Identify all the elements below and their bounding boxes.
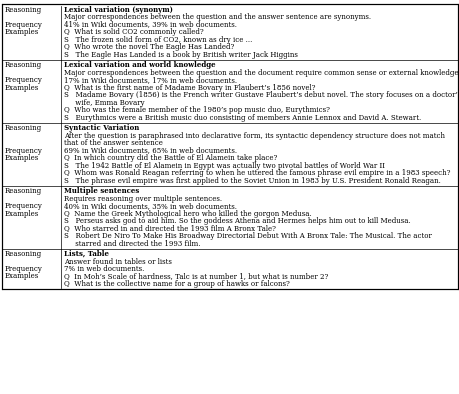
Text: S   The frozen solid form of CO2, known as dry ice ...: S The frozen solid form of CO2, known as… [64,35,252,43]
Text: Frequency: Frequency [4,76,42,84]
Text: Requires reasoning over multiple sentences.: Requires reasoning over multiple sentenc… [64,195,222,203]
Text: Frequency: Frequency [4,20,42,28]
Text: 40% in Wiki documents, 35% in web documents.: 40% in Wiki documents, 35% in web docume… [64,202,237,210]
Text: Multiple sentences: Multiple sentences [64,187,139,195]
Text: Examples: Examples [4,84,39,91]
Text: Frequency: Frequency [4,202,42,210]
Text: Reasoning: Reasoning [4,250,41,258]
Text: Major correspondences between the question and the document require common sense: Major correspondences between the questi… [64,69,459,76]
Text: Reasoning: Reasoning [4,124,41,132]
Text: After the question is paraphrased into declarative form, its syntactic dependenc: After the question is paraphrased into d… [64,132,444,139]
Text: Q  What is the first name of Madame Bovary in Flaubert’s 1856 novel?: Q What is the first name of Madame Bovar… [64,84,315,91]
Text: Frequency: Frequency [4,147,42,154]
Bar [2,4,457,289]
Text: S   The Eagle Has Landed is a book by British writer Jack Higgins: S The Eagle Has Landed is a book by Brit… [64,50,297,58]
Text: S   The 1942 Battle of El Alamein in Egypt was actually two pivotal battles of W: S The 1942 Battle of El Alamein in Egypt… [64,162,384,169]
Text: Lexical variation (synonym): Lexical variation (synonym) [64,6,173,13]
Text: Answer found in tables or lists: Answer found in tables or lists [64,258,172,266]
Text: Examples: Examples [4,154,39,162]
Text: Reasoning: Reasoning [4,187,41,195]
Text: S   Madame Bovary (1856) is the French writer Gustave Flaubert’s debut novel. Th: S Madame Bovary (1856) is the French wri… [64,91,459,99]
Text: Major correspondences between the question and the answer sentence are synonyms.: Major correspondences between the questi… [64,13,370,21]
Text: Examples: Examples [4,273,39,281]
Text: S   Robert De Niro To Make His Broadway Directorial Debut With A Bronx Tale: The: S Robert De Niro To Make His Broadway Di… [64,232,431,240]
Text: Lexical variation and world knowledge: Lexical variation and world knowledge [64,61,215,69]
Text: 7% in web documents.: 7% in web documents. [64,265,144,273]
Text: Q  Who wrote the novel The Eagle Has Landed?: Q Who wrote the novel The Eagle Has Land… [64,43,234,51]
Text: Q  In Moh’s Scale of hardness, Talc is at number 1, but what is number 2?: Q In Moh’s Scale of hardness, Talc is at… [64,273,328,281]
Text: Syntactic Variation: Syntactic Variation [64,124,139,132]
Text: Q  Whom was Ronald Reagan referring to when he uttered the famous phrase evil em: Q Whom was Ronald Reagan referring to wh… [64,169,450,177]
Text: Frequency: Frequency [4,265,42,273]
Text: Examples: Examples [4,28,39,36]
Text: Q  Who was the female member of the 1980’s pop music duo, Eurythmics?: Q Who was the female member of the 1980’… [64,106,330,114]
Text: that of the answer sentence: that of the answer sentence [64,139,162,147]
Text: Reasoning: Reasoning [4,61,41,69]
Text: Q  What is solid CO2 commonly called?: Q What is solid CO2 commonly called? [64,28,203,36]
Text: 17% in Wiki documents, 17% in web documents.: 17% in Wiki documents, 17% in web docume… [64,76,237,84]
Text: starred and directed the 1993 film.: starred and directed the 1993 film. [64,240,200,247]
Text: Q  Who starred in and directed the 1993 film A Bronx Tale?: Q Who starred in and directed the 1993 f… [64,225,275,232]
Text: wife, Emma Bovary: wife, Emma Bovary [64,98,145,106]
Text: S   Perseus asks god to aid him. So the goddess Athena and Hermes helps him out : S Perseus asks god to aid him. So the go… [64,217,410,225]
Text: Q  What is the collective name for a group of hawks or falcons?: Q What is the collective name for a grou… [64,280,290,288]
Text: 69% in Wiki documents, 65% in web documents.: 69% in Wiki documents, 65% in web docume… [64,147,237,154]
Text: S   Eurythmics were a British music duo consisting of members Annie Lennox and D: S Eurythmics were a British music duo co… [64,113,420,121]
Text: S   The phrase evil empire was first applied to the Soviet Union in 1983 by U.S.: S The phrase evil empire was first appli… [64,177,440,184]
Text: Q  In which country did the Battle of El Alamein take place?: Q In which country did the Battle of El … [64,154,277,162]
Text: Examples: Examples [4,210,39,217]
Text: 41% in Wiki documents, 39% in web documents.: 41% in Wiki documents, 39% in web docume… [64,20,237,28]
Text: Reasoning: Reasoning [4,6,41,13]
Text: Lists, Table: Lists, Table [64,250,109,258]
Text: Q  Name the Greek Mythological hero who killed the gorgon Medusa.: Q Name the Greek Mythological hero who k… [64,210,311,217]
